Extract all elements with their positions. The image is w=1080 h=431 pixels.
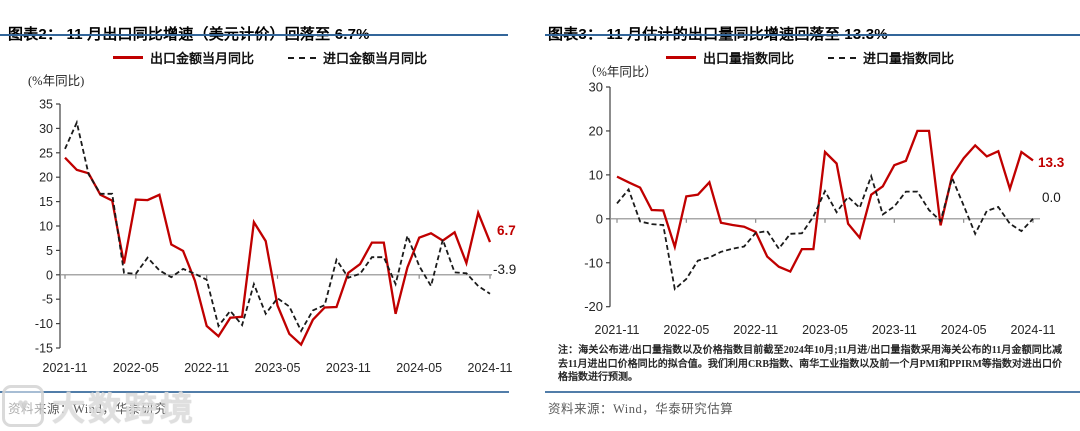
y-tick-label: 10 (39, 220, 53, 234)
legend-label: 出口金额当月同比 (149, 51, 254, 66)
x-tick-label: 2023-11 (326, 361, 371, 375)
end-value-label: 6.7 (497, 223, 516, 238)
chart3-footer-rule (545, 391, 1080, 393)
series-line-1 (616, 173, 1034, 291)
x-tick-label: 2023-05 (255, 361, 301, 375)
chart3-title-rule (545, 34, 1080, 36)
x-tick-label: 2021-11 (43, 361, 88, 375)
chart2-y-axis-unit: (%年同比) (28, 74, 85, 88)
y-tick-label: 20 (39, 171, 53, 185)
y-tick-label: 20 (589, 123, 603, 138)
panel-export-volume-chart: 图表3： 11 月估计的出口量同比增速回落至 13.3% 出口量指数同比 进口量… (540, 0, 1080, 431)
x-tick-label: 2024-05 (396, 361, 442, 375)
x-tick-label: 2022-11 (733, 323, 778, 337)
x-tick-label: 2022-05 (663, 323, 709, 337)
black-dashed-line-swatch (828, 56, 856, 59)
chart2-title-rule (0, 34, 508, 36)
chart2-legend: 出口金额当月同比 进口金额当月同比 (0, 48, 540, 67)
red-solid-line-swatch (112, 56, 143, 59)
series-line-1 (64, 119, 491, 333)
end-value-label: 0.0 (1042, 190, 1061, 205)
y-tick-label: 30 (589, 80, 603, 95)
chart3-y-axis-unit: （%年同比） (584, 65, 657, 79)
legend-item-import-value: 进口金额当月同比 (288, 48, 427, 67)
y-tick-label: 30 (39, 122, 53, 136)
y-tick-label: -10 (584, 255, 603, 270)
y-tick-label: -10 (35, 317, 53, 331)
export-volume-line-chart: 30 20 10 0 -10 -20 2021-11 2022-05 2022-11 2023-0… (584, 80, 1065, 338)
x-tick-label: 2023-05 (802, 323, 848, 337)
y-tick-label: 15 (39, 195, 53, 209)
legend-label: 进口金额当月同比 (323, 51, 428, 66)
y-tick-label: -15 (35, 342, 53, 356)
y-tick-label: 10 (589, 167, 603, 182)
legend-label: 进口量指数同比 (863, 51, 955, 66)
red-solid-line-swatch (665, 56, 696, 59)
chart3-source: 资料来源：Wind，华泰研究估算 (548, 402, 734, 416)
x-tick-label: 2022-05 (113, 361, 159, 375)
chart3-legend: 出口量指数同比 进口量指数同比 (540, 48, 1080, 67)
series-line-0 (64, 156, 492, 347)
x-tick-label: 2022-11 (184, 361, 229, 375)
x-tick-label: 2023-11 (872, 323, 917, 337)
x-tick-label: 2024-11 (1011, 323, 1056, 337)
chart3-footnote: 注：海关公布进/出口量指数以及价格指数目前截至2024年10月;11月进/出口量… (558, 345, 1062, 383)
chart2-footer-rule (0, 391, 509, 393)
y-tick-label: 5 (46, 244, 53, 258)
legend-item-import-volume: 进口量指数同比 (828, 48, 954, 67)
series-line-0 (616, 129, 1034, 273)
legend-item-export-volume: 出口量指数同比 (665, 48, 794, 67)
x-tick-label: 2024-05 (941, 323, 987, 337)
y-tick-label: 0 (46, 268, 53, 282)
y-tick-label: -5 (42, 293, 53, 307)
y-tick-label: -20 (584, 299, 603, 314)
x-tick-label: 2021-11 (595, 323, 640, 337)
export-value-line-chart: 35 30 25 20 15 10 5 0 -5 -10 -15 2021-11 2022-05 2022… (35, 98, 516, 376)
y-tick-label: 35 (39, 98, 53, 112)
black-dashed-line-swatch (288, 56, 316, 59)
panel-export-value-chart: 图表2： 11 月出口同比增速（美元计价）回落至 6.7% 出口金额当月同比 进… (0, 26, 540, 416)
legend-label: 出口量指数同比 (702, 51, 794, 66)
y-tick-label: 25 (39, 146, 53, 160)
legend-item-export-value: 出口金额当月同比 (112, 48, 254, 67)
end-value-label: -3.9 (493, 262, 516, 277)
x-tick-label: 2024-11 (468, 361, 513, 375)
y-tick-label: 0 (596, 211, 603, 226)
chart2-source: 资料来源：Wind，华泰研究 (8, 402, 168, 416)
end-value-label: 13.3 (1038, 155, 1065, 170)
